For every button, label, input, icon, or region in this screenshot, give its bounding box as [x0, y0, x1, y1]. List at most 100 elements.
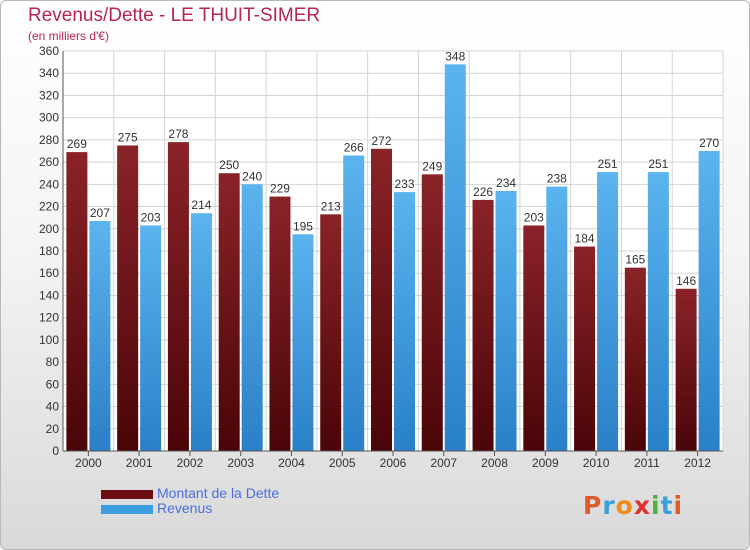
y-tick-label: 120	[39, 311, 59, 325]
bar-revenus	[394, 192, 415, 451]
x-tick-label: 2011	[634, 456, 660, 470]
logo-letter: t	[660, 491, 674, 520]
bar-revenus	[190, 213, 212, 451]
x-tick-label: 2003	[227, 456, 254, 470]
legend-label-revenus: Revenus	[157, 500, 213, 516]
logo-letter: x	[633, 491, 651, 520]
bar-revenus	[647, 172, 669, 451]
x-tick-label: 2005	[329, 456, 356, 470]
bar-revenus	[343, 155, 365, 451]
bar-dette	[167, 142, 189, 451]
legend-label-dette: Montant de la Dette	[157, 485, 280, 501]
y-tick-label: 100	[39, 333, 59, 347]
x-tick-label: 2001	[126, 456, 153, 470]
bar-dette	[421, 174, 443, 452]
bar-dette	[218, 173, 240, 451]
y-tick-label: 360	[39, 44, 59, 58]
bar-dette	[472, 199, 494, 451]
x-tick-label: 2006	[380, 456, 407, 470]
y-tick-label: 220	[39, 200, 59, 214]
data-label: 195	[293, 219, 313, 233]
x-tick-label: 2009	[532, 456, 559, 470]
chart-title: Revenus/Dette - LE THUIT-SIMER	[28, 5, 321, 26]
bar-revenus	[495, 191, 517, 451]
data-label: 251	[648, 157, 668, 171]
data-label: 275	[118, 130, 138, 144]
data-label: 226	[473, 185, 493, 199]
data-label: 272	[371, 134, 391, 148]
y-tick-label: 140	[39, 288, 59, 302]
bar-dette	[269, 196, 291, 451]
chart-subtitle: (en milliers d'€)	[28, 29, 109, 43]
y-tick-label: 240	[39, 177, 59, 191]
x-tick-label: 2000	[75, 456, 102, 470]
data-label: 278	[168, 127, 188, 141]
y-tick-label: 60	[46, 377, 60, 391]
data-label: 207	[90, 206, 110, 220]
y-tick-label: 200	[39, 222, 59, 236]
y-tick-label: 160	[39, 266, 59, 280]
data-label: 238	[547, 172, 567, 186]
proxiti-logo: Proxiti	[583, 491, 683, 520]
data-label: 203	[524, 210, 544, 224]
bar-dette	[624, 267, 646, 451]
data-label: 250	[219, 158, 239, 172]
bar-revenus	[140, 225, 162, 451]
y-tick-label: 300	[39, 111, 59, 125]
bar-revenus	[597, 172, 619, 451]
y-tick-label: 320	[39, 88, 59, 102]
bar-dette	[574, 246, 596, 451]
x-tick-label: 2007	[430, 456, 457, 470]
data-label: 266	[344, 140, 364, 154]
data-label: 348	[445, 49, 465, 63]
data-label: 249	[422, 159, 442, 173]
y-tick-label: 0	[52, 444, 59, 458]
bar-dette	[117, 145, 139, 451]
bar-dette	[523, 225, 545, 451]
y-tick-label: 20	[46, 422, 60, 436]
x-tick-label: 2012	[684, 456, 711, 470]
data-label: 165	[625, 253, 645, 267]
data-label: 270	[699, 136, 719, 150]
y-tick-label: 280	[39, 133, 59, 147]
x-tick-label: 2004	[278, 456, 305, 470]
legend-swatch-revenus	[101, 505, 153, 514]
logo-letter: o	[615, 491, 634, 520]
data-label: 203	[141, 210, 161, 224]
bar-dette	[320, 214, 342, 451]
logo-letter: P	[583, 491, 603, 520]
data-label: 251	[598, 157, 618, 171]
bar-revenus	[444, 64, 466, 452]
bar-dette	[675, 288, 697, 451]
bar-revenus	[546, 186, 568, 452]
data-label: 184	[575, 232, 595, 246]
data-label: 214	[191, 198, 211, 212]
legend-swatch-dette	[101, 490, 153, 499]
data-label: 229	[270, 182, 290, 196]
data-label: 233	[394, 177, 414, 191]
y-tick-label: 180	[39, 244, 59, 258]
data-label: 240	[242, 169, 262, 183]
logo-letter: i	[673, 491, 684, 520]
x-tick-label: 2010	[583, 456, 610, 470]
data-label: 234	[496, 176, 516, 190]
y-tick-label: 80	[46, 355, 60, 369]
bar-dette	[66, 152, 88, 451]
y-tick-label: 40	[46, 400, 60, 414]
x-tick-label: 2008	[481, 456, 508, 470]
bar-revenus	[89, 221, 111, 451]
x-tick-label: 2002	[177, 456, 204, 470]
data-label: 146	[676, 274, 696, 288]
bar-revenus	[292, 234, 314, 451]
bar-revenus	[241, 184, 263, 452]
y-tick-label: 260	[39, 155, 59, 169]
data-label: 269	[67, 137, 87, 151]
logo-letter: i	[651, 491, 661, 520]
y-tick-label: 340	[39, 66, 59, 80]
bar-dette	[371, 148, 392, 451]
data-label: 213	[321, 199, 341, 213]
bar-revenus	[698, 151, 720, 451]
logo-letter: r	[602, 491, 616, 520]
